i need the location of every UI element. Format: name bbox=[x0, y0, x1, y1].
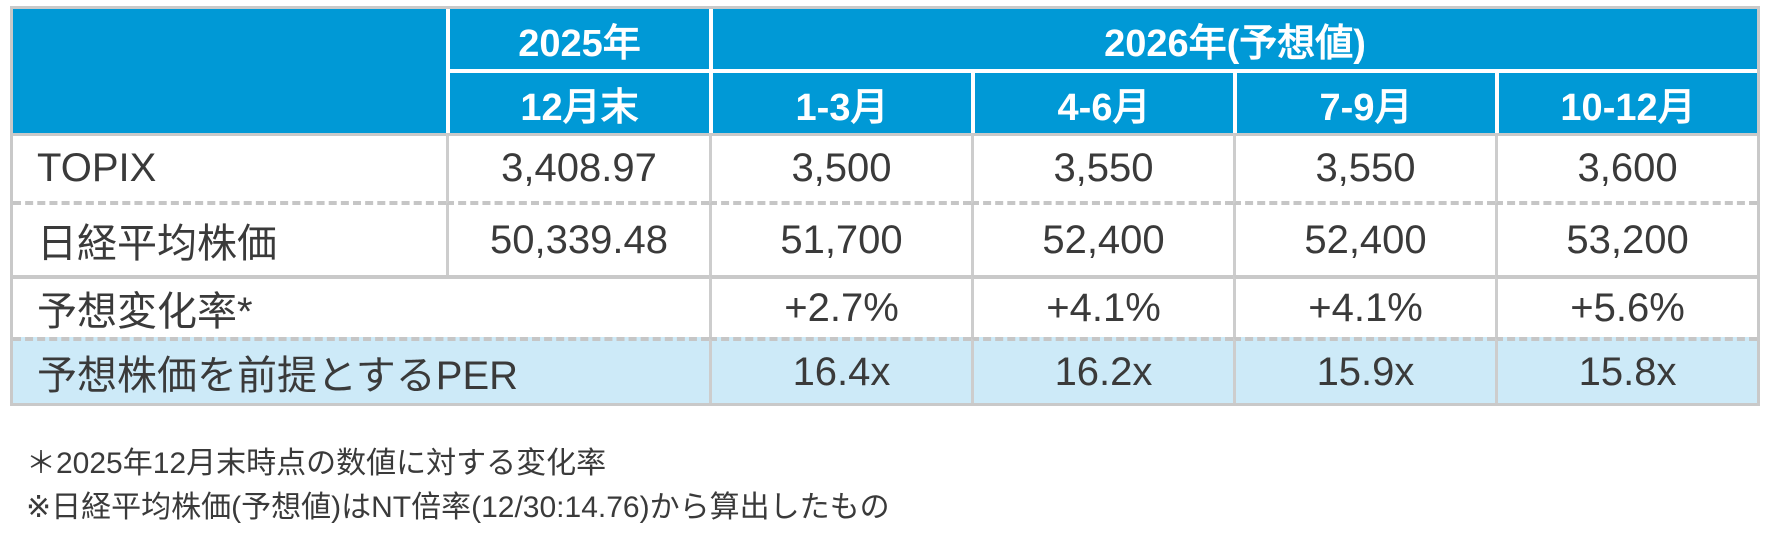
subheader-q4: 10-12月 bbox=[1495, 73, 1758, 133]
row-label-topix: TOPIX bbox=[13, 133, 446, 205]
per-q1-value: 16.4x bbox=[709, 337, 971, 403]
footnote-change-rate: ＊2025年12月末時点の数値に対する変化率 bbox=[26, 447, 607, 480]
change-q2-value: +4.1% bbox=[971, 275, 1233, 337]
header-row-years: 2025年 2026年(予想値) bbox=[13, 9, 1758, 133]
row-label-forecast-change: 予想変化率* bbox=[13, 275, 709, 337]
row-topix: TOPIX 3,408.97 3,500 3,550 3,550 3,600 bbox=[13, 133, 1758, 205]
nikkei-q2-value: 52,400 bbox=[971, 205, 1233, 275]
row-forward-per: 予想株価を前提とするPER 16.4x 16.2x 15.9x 15.8x bbox=[13, 337, 1758, 403]
change-q4-value: +5.6% bbox=[1495, 275, 1758, 337]
nikkei-q3-value: 52,400 bbox=[1233, 205, 1495, 275]
row-label-forward-per: 予想株価を前提とするPER bbox=[13, 337, 709, 403]
row-forecast-change: 予想変化率* +2.7% +4.1% +4.1% +5.6% bbox=[13, 275, 1758, 337]
footnote-nt-ratio: ※日経平均株価(予想値)はNT倍率(12/30:14.76)から算出したもの bbox=[26, 491, 890, 524]
header-cell-2025: 2025年 bbox=[446, 9, 709, 73]
subheader-q3: 7-9月 bbox=[1233, 73, 1495, 133]
row-nikkei: 日経平均株価 50,339.48 51,700 52,400 52,400 53… bbox=[13, 205, 1758, 275]
topix-q1-value: 3,500 bbox=[709, 133, 971, 205]
header-row-periods: 12月末 1-3月 4-6月 7-9月 10-12月 bbox=[13, 73, 1758, 133]
topix-q2-value: 3,550 bbox=[971, 133, 1233, 205]
topix-q4-value: 3,600 bbox=[1495, 133, 1758, 205]
topix-dec-end-value: 3,408.97 bbox=[446, 133, 709, 205]
subheader-q1: 1-3月 bbox=[709, 73, 971, 133]
per-q4-value: 15.8x bbox=[1495, 337, 1758, 403]
per-q3-value: 15.9x bbox=[1233, 337, 1495, 403]
forecast-table: 2025年 2026年(予想値) 12月末 1-3月 4-6月 7-9月 10-… bbox=[13, 9, 1758, 403]
per-q2-value: 16.2x bbox=[971, 337, 1233, 403]
topix-q3-value: 3,550 bbox=[1233, 133, 1495, 205]
subheader-q2: 4-6月 bbox=[971, 73, 1233, 133]
nikkei-q1-value: 51,700 bbox=[709, 205, 971, 275]
nikkei-dec-end-value: 50,339.48 bbox=[446, 205, 709, 275]
footnotes: ＊2025年12月末時点の数値に対する変化率 ※日経平均株価(予想値)はNT倍率… bbox=[26, 442, 890, 530]
corner-cell bbox=[13, 9, 446, 133]
change-q3-value: +4.1% bbox=[1233, 275, 1495, 337]
row-label-nikkei: 日経平均株価 bbox=[13, 205, 446, 275]
forecast-table-container: 2025年 2026年(予想値) 12月末 1-3月 4-6月 7-9月 10-… bbox=[10, 6, 1760, 406]
change-q1-value: +2.7% bbox=[709, 275, 971, 337]
nikkei-q4-value: 53,200 bbox=[1495, 205, 1758, 275]
header-cell-2026-forecast: 2026年(予想値) bbox=[709, 9, 1758, 73]
subheader-dec-end: 12月末 bbox=[446, 73, 709, 133]
